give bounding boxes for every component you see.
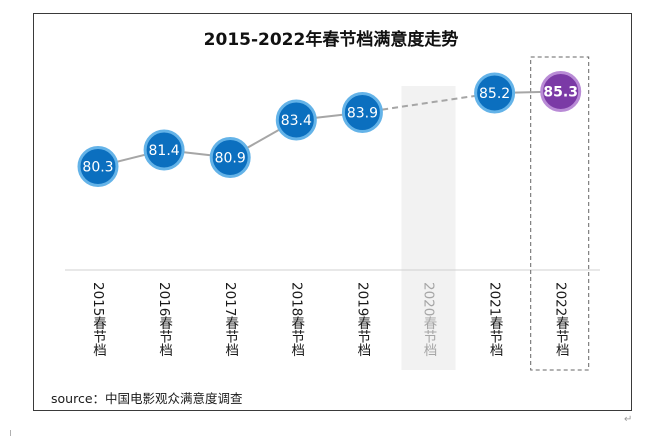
highlight-box-2022春节档: [530, 56, 590, 371]
category-label-2022春节档: 2022春节档: [552, 282, 569, 357]
data-point-2016春节档: [143, 129, 185, 171]
margin-tick: [10, 430, 11, 436]
data-point-2017春节档: [209, 137, 251, 178]
chart-title: 2015-2022年春节档满意度走势: [204, 29, 459, 50]
dashed-connector-2019春节档-2021春节档: [362, 92, 495, 114]
value-label-2022春节档: 85.3: [543, 85, 578, 101]
category-label-2021春节档: 2021春节档: [486, 282, 503, 357]
missing-year-band: [401, 86, 456, 370]
category-label-2017春节档: 2017春节档: [222, 282, 239, 357]
value-label-2016春节档: 81.4: [149, 143, 180, 159]
category-label-2016春节档: 2016春节档: [156, 282, 173, 357]
data-point-2015春节档: [77, 146, 119, 187]
value-label-2017春节档: 80.9: [215, 151, 246, 167]
value-label-2018春节档: 83.4: [281, 113, 312, 129]
marker-layer: 80.3 81.4 80.9 83.4 83.9 85.2 85.3: [77, 71, 582, 187]
category-label-2020春节档: 2020春节档: [420, 282, 437, 357]
value-label-2021春节档: 85.2: [479, 86, 510, 102]
chart-background-layer: [65, 56, 600, 371]
data-point-2021春节档: [474, 72, 516, 114]
source-note: source：中国电影观众满意度调查: [51, 391, 243, 406]
data-point-2022春节档: [540, 71, 582, 112]
data-point-2018春节档: [275, 99, 317, 141]
category-label-2018春节档: 2018春节档: [288, 282, 305, 357]
category-label-2015春节档: 2015春节档: [90, 282, 106, 357]
category-label-2019春节档: 2019春节档: [354, 282, 371, 357]
paragraph-return-mark: ↵: [624, 414, 633, 425]
value-label-2015春节档: 80.3: [82, 160, 113, 176]
value-label-2019春节档: 83.9: [347, 106, 378, 122]
chart-frame: [33, 13, 632, 411]
data-point-2019春节档: [341, 92, 383, 133]
